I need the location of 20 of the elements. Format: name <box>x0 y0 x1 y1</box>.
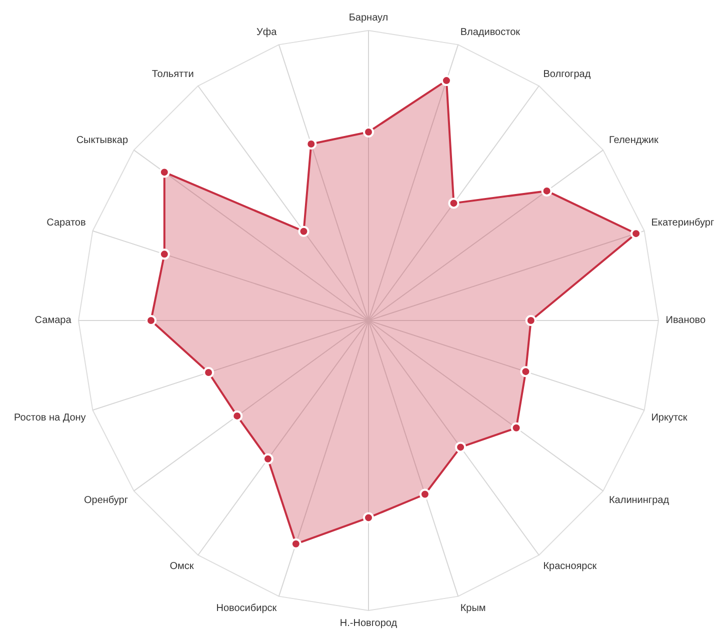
spoke-label: Крым <box>460 603 486 614</box>
spoke-label: Иркутск <box>651 412 688 424</box>
spoke-label: Оренбург <box>84 495 128 506</box>
spoke-label: Самара <box>34 315 72 326</box>
spoke-label: Сыктывкар <box>76 134 128 146</box>
spoke-label: Уфа <box>256 26 278 38</box>
spoke-label: Волгоград <box>543 69 591 80</box>
spoke-label: Новосибирск <box>216 603 278 614</box>
spoke-label: Омск <box>170 560 194 572</box>
spoke-label: Иваново <box>666 315 706 326</box>
spoke-label: Тольятти <box>152 69 194 80</box>
spoke-label: Барнаул <box>348 12 388 24</box>
spoke-label: Ростов на Дону <box>14 412 86 424</box>
spoke-label: Екатеринбург <box>651 218 714 229</box>
spoke-label: Н.-Новгород <box>340 618 398 629</box>
spoke-label: Геленджик <box>608 134 659 146</box>
spoke-label: Красноярск <box>543 560 598 572</box>
spoke-label: Калининград <box>608 495 670 506</box>
spoke-label: Владивосток <box>460 26 521 38</box>
spoke-label: Саратов <box>46 218 86 229</box>
